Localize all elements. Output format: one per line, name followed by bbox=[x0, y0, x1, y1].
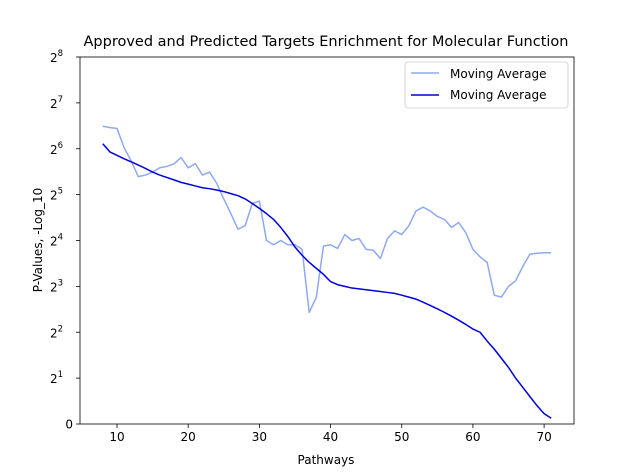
y-tick-label: 25 bbox=[50, 187, 63, 203]
plot-frame bbox=[79, 56, 575, 425]
chart-title: Approved and Predicted Targets Enrichmen… bbox=[84, 34, 569, 50]
legend-entry-moving-average-light: Moving Average bbox=[450, 67, 546, 81]
plot-area: 10 20 30 40 50 60 70 0 21 22 23 24 25 26 27 28 bbox=[50, 49, 575, 444]
x-tick-label: 70 bbox=[536, 430, 551, 444]
x-tick-label: 30 bbox=[252, 430, 267, 444]
x-axis-ticks: 10 20 30 40 50 60 70 bbox=[109, 424, 552, 444]
y-tick-label: 22 bbox=[50, 324, 63, 340]
legend-entry-moving-average-dark: Moving Average bbox=[450, 88, 546, 102]
x-axis-label: Pathways bbox=[298, 453, 355, 467]
x-tick-label: 60 bbox=[465, 430, 480, 444]
legend: Moving Average Moving Average bbox=[404, 61, 569, 109]
series-line-1 bbox=[102, 143, 552, 419]
y-tick-label: 21 bbox=[50, 370, 63, 386]
legend-frame bbox=[404, 61, 569, 109]
x-tick-label: 50 bbox=[394, 430, 409, 444]
x-tick-label: 10 bbox=[109, 430, 124, 444]
series-layer bbox=[102, 125, 552, 419]
y-tick-label: 27 bbox=[50, 95, 63, 111]
y-axis-ticks: 0 21 22 23 24 25 26 27 28 bbox=[50, 49, 80, 432]
y-tick-label: 28 bbox=[50, 49, 63, 65]
y-tick-label: 23 bbox=[50, 278, 63, 294]
y-tick-label: 0 bbox=[65, 418, 73, 432]
y-tick-label: 24 bbox=[50, 233, 63, 249]
x-tick-label: 20 bbox=[181, 430, 196, 444]
y-axis-label: P-Values, -Log_10 bbox=[31, 188, 45, 292]
series-line-0 bbox=[102, 125, 552, 314]
y-tick-label: 26 bbox=[50, 141, 63, 157]
x-tick-label: 40 bbox=[323, 430, 338, 444]
